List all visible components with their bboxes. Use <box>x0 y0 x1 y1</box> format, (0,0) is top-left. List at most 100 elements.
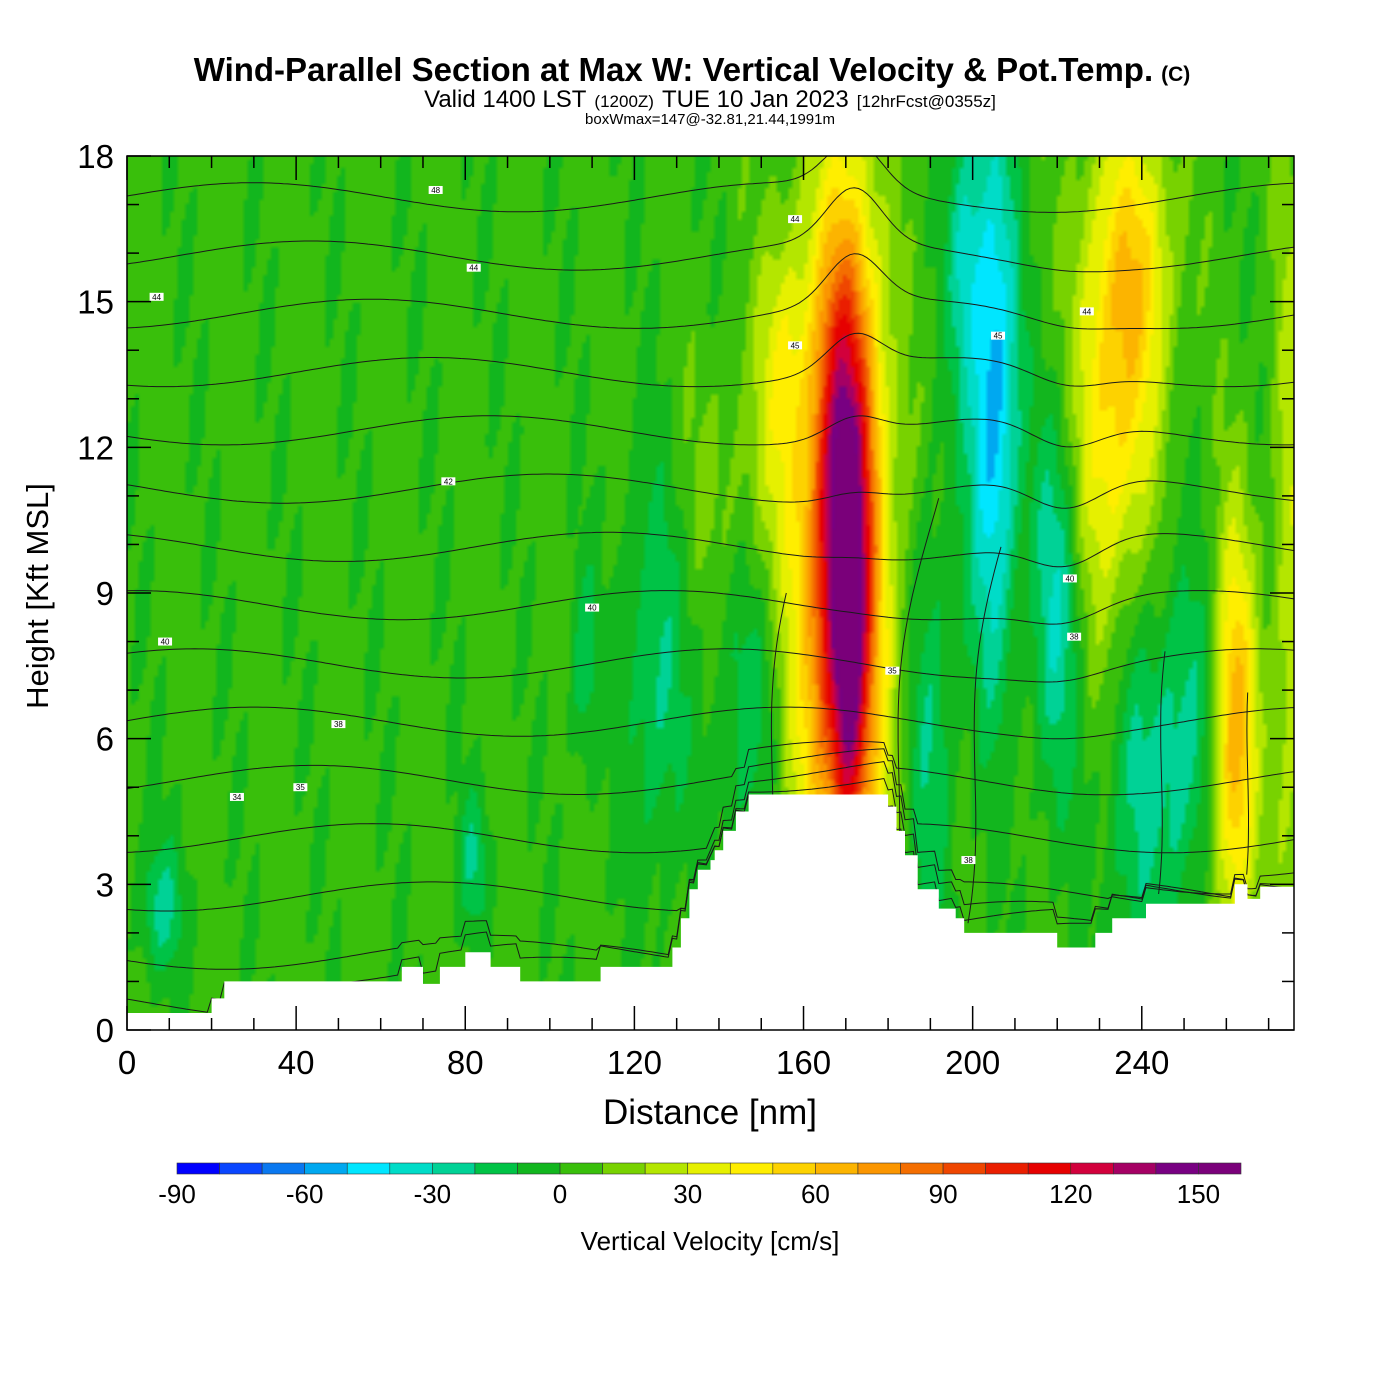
theta-label-text: 45 <box>791 341 800 350</box>
colorbar-swatch <box>176 1162 220 1175</box>
plot-area: 48 44 44 42 40 40 38 35 34 45 44 45 44 40 38 35 38 <box>126 8 1295 1031</box>
colorbar-swatch <box>772 1162 816 1175</box>
colorbar-ticks: -90 -60 -30 0 30 60 90 120 150 <box>158 1179 1220 1209</box>
y-axis: 0 3 6 9 12 15 18 <box>77 138 1294 1049</box>
colorbar-swatch <box>1113 1162 1157 1175</box>
theta-label: 38 <box>961 856 976 865</box>
colorbar-swatch <box>261 1162 305 1175</box>
colorbar-swatch <box>644 1162 689 1175</box>
theta-label-text: 48 <box>431 186 440 195</box>
theta-label-text: 40 <box>1065 574 1074 583</box>
x-tick-label: 120 <box>607 1044 662 1081</box>
colorbar-swatch <box>559 1162 603 1175</box>
colorbar-swatch <box>857 1162 901 1175</box>
theta-label-text: 40 <box>161 638 170 647</box>
y-tick-label: 15 <box>77 284 114 321</box>
theta-label: 48 <box>428 185 443 195</box>
colorbar-swatch <box>1198 1162 1242 1175</box>
theta-label-text: 35 <box>888 667 897 676</box>
theta-contour <box>127 187 1294 273</box>
chart-subtitle: Valid 1400 LST (1200Z) TUE 10 Jan 2023 [12h… <box>424 86 996 113</box>
theta-label-text: 44 <box>469 264 478 273</box>
y-axis-label: Height [Kft MSL] <box>20 483 55 709</box>
x-tick-label: 240 <box>1114 1044 1169 1081</box>
y-tick-label: 18 <box>77 138 114 175</box>
theta-contour <box>127 473 1294 509</box>
theta-label-text: 38 <box>1070 633 1079 642</box>
theta-label: 45 <box>991 331 1006 341</box>
colorbar-swatch <box>474 1162 518 1175</box>
theta-label: 40 <box>158 637 173 647</box>
colorbar-label: Vertical Velocity [cm/s] <box>581 1226 840 1256</box>
theta-label: 38 <box>331 720 346 729</box>
theta-contour <box>127 253 1294 330</box>
colorbar-swatch <box>432 1162 476 1175</box>
colorbar-swatch <box>687 1162 731 1175</box>
theta-contour <box>127 156 1294 213</box>
colorbar-swatch <box>304 1162 348 1175</box>
theta-label-text: 44 <box>1082 307 1091 316</box>
theta-contour <box>127 8 1294 37</box>
theta-contour <box>1158 651 1166 895</box>
x-axis: 0 40 80 120 160 200 240 <box>118 156 1270 1081</box>
colorbar-swatch <box>1155 1162 1199 1175</box>
theta-label: 44 <box>788 215 803 224</box>
colorbar-swatch <box>219 1162 263 1175</box>
theta-labels: 48 44 44 42 40 40 38 35 34 45 44 45 44 40 38 35 38 <box>149 185 1094 865</box>
colorbar-swatch <box>602 1162 646 1175</box>
colorbar-swatch <box>517 1162 561 1175</box>
theta-contour <box>127 648 1294 683</box>
y-tick-label: 12 <box>77 429 114 466</box>
y-tick-label: 3 <box>96 866 114 903</box>
theta-label-text: 35 <box>296 783 305 792</box>
y-tick-label: 0 <box>96 1012 114 1049</box>
theta-contour <box>127 706 1294 740</box>
y-tick-label: 9 <box>96 575 114 612</box>
x-axis-label: Distance [nm] <box>603 1093 817 1132</box>
theta-contour <box>127 590 1294 625</box>
terrain-mask <box>127 794 1294 1030</box>
theta-label-text: 45 <box>994 332 1003 341</box>
chart-title: Wind-Parallel Section at Max W: Vertical… <box>194 51 1191 88</box>
theta-label: 38 <box>1067 632 1082 642</box>
theta-contour <box>127 531 1294 568</box>
theta-label-text: 44 <box>152 293 161 302</box>
colorbar-tick-label: 120 <box>1049 1179 1092 1209</box>
theta-label: 40 <box>585 603 600 613</box>
colorbar-tick-label: 150 <box>1177 1179 1220 1209</box>
theta-contour <box>1246 692 1249 875</box>
colorbar-swatch <box>815 1162 859 1175</box>
theta-label: 44 <box>466 263 481 273</box>
theta-contour <box>127 415 1294 448</box>
theta-contour <box>127 761 1294 912</box>
theta-label-text: 44 <box>791 215 800 224</box>
colorbar-tick-label: -90 <box>158 1179 196 1209</box>
colorbar-swatch <box>389 1162 433 1175</box>
theta-contour <box>127 332 1294 388</box>
theta-label: 42 <box>441 477 456 486</box>
theta-label: 34 <box>229 792 244 802</box>
x-tick-label: 160 <box>776 1044 831 1081</box>
colorbar-tick-label: 30 <box>673 1179 702 1209</box>
potential-temperature-contours <box>127 8 1294 1013</box>
colorbar-swatch <box>729 1162 774 1175</box>
theta-label: 44 <box>149 292 164 302</box>
colorbar-swatch <box>985 1162 1029 1175</box>
colorbar-swatch <box>1027 1162 1072 1175</box>
x-tick-label: 80 <box>447 1044 484 1081</box>
theta-label-text: 42 <box>444 477 453 486</box>
theta-label: 35 <box>293 783 308 792</box>
colorbar-tick-label: -60 <box>286 1179 324 1209</box>
x-tick-label: 40 <box>278 1044 315 1081</box>
x-tick-label: 200 <box>945 1044 1000 1081</box>
colorbar-swatch <box>900 1162 944 1175</box>
theta-contour <box>127 748 1294 854</box>
chart-subtitle-box: boxWmax=147@-32.81,21.44,1991m <box>585 111 835 128</box>
theta-label: 40 <box>1062 574 1077 583</box>
theta-contour <box>127 777 1294 970</box>
theta-label-text: 38 <box>334 720 343 729</box>
colorbar-tick-label: -30 <box>414 1179 452 1209</box>
theta-label-text: 38 <box>964 856 973 865</box>
theta-label: 44 <box>1079 307 1094 316</box>
colorbar-tick-label: 60 <box>801 1179 830 1209</box>
